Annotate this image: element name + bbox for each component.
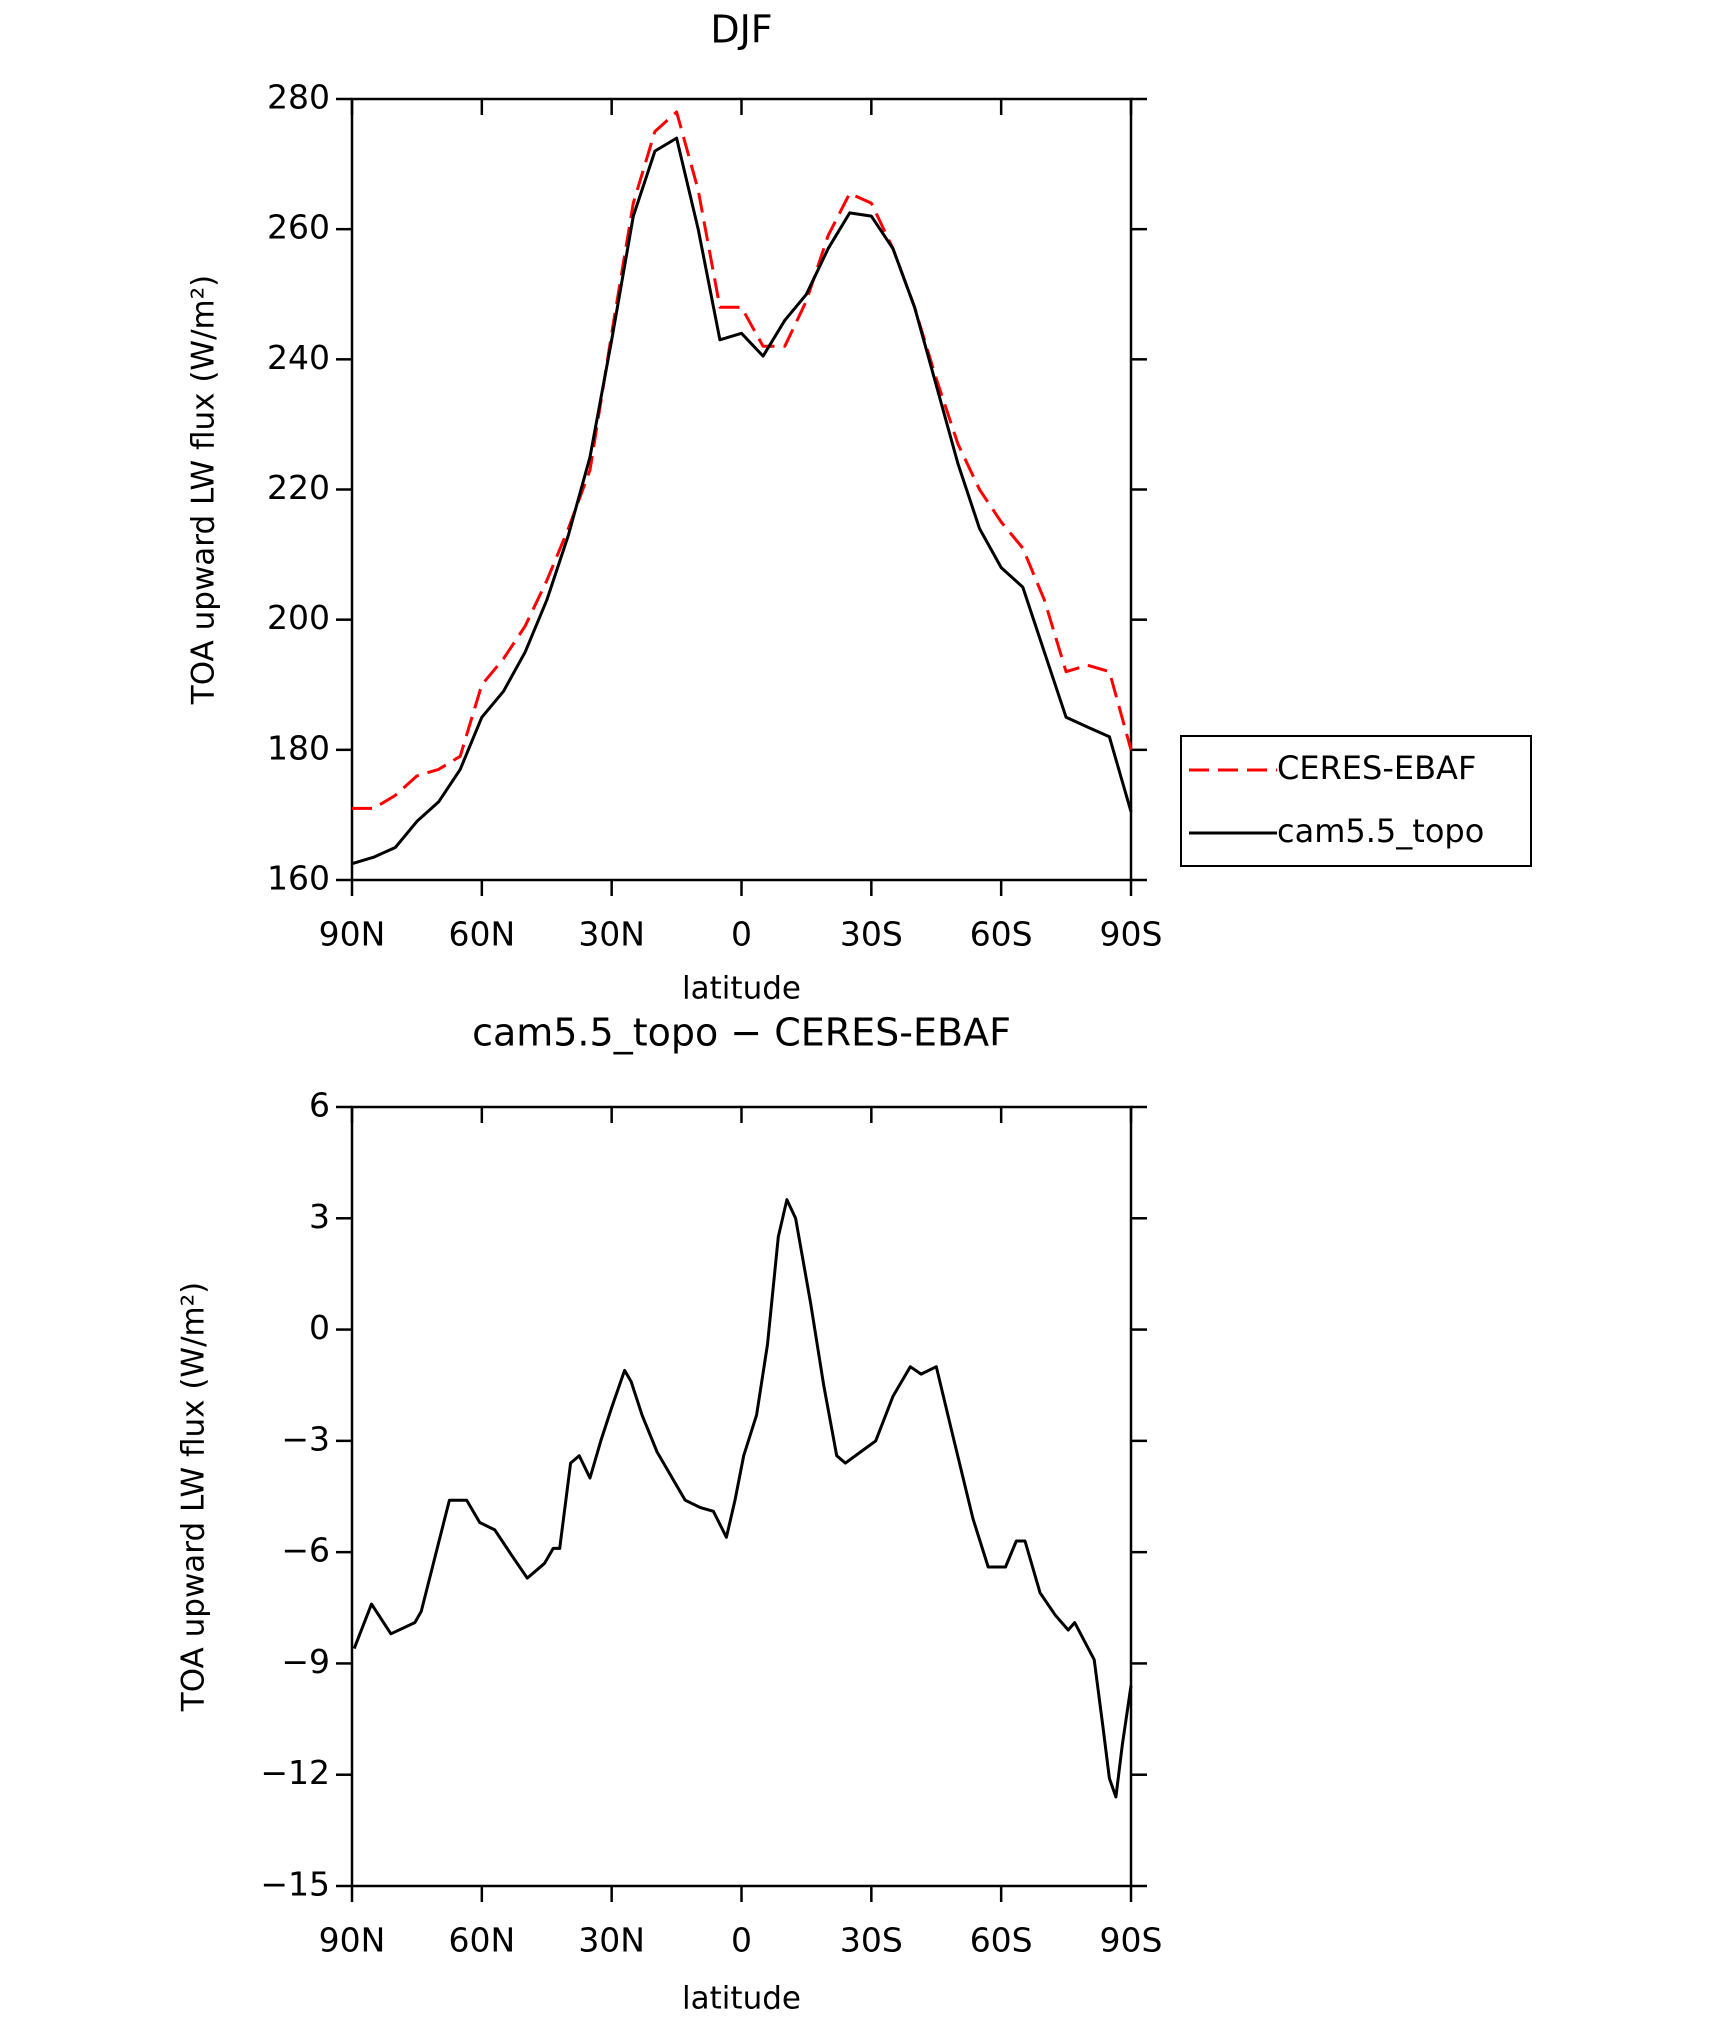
y-tick-label: 280 [267,78,330,117]
legend-box [1180,735,1532,867]
y-tick-label: 200 [267,598,330,637]
x-tick-label: 30N [578,915,645,954]
y-tick-label: −6 [281,1531,330,1570]
y-tick-label: −9 [281,1642,330,1681]
x-tick-label: 30S [840,1921,903,1960]
x-tick-label: 90S [1100,915,1163,954]
x-tick-label: 90N [319,1921,386,1960]
y-tick-label: 180 [267,728,330,767]
y-axis-label: TOA upward LW flux (W/m²) [186,275,222,705]
x-tick-label: 60N [448,1921,515,1960]
plot-frame [350,97,1133,882]
plot-frame [350,1105,1133,1888]
chart-title: DJF [710,8,772,52]
x-tick-label: 60S [970,915,1033,954]
x-tick-label: 0 [731,1921,752,1960]
x-tick-label: 60S [970,1921,1033,1960]
y-tick-label: 160 [267,859,330,898]
x-axis-label: latitude [682,971,801,1007]
legend-label: CERES-EBAF [1277,749,1476,787]
y-axis-label: TOA upward LW flux (W/m²) [176,1282,212,1712]
chart-title: cam5.5_topo − CERES-EBAF [472,1011,1011,1055]
data-line [351,136,1133,866]
y-tick-label: −3 [281,1419,330,1458]
x-tick-label: 0 [731,915,752,954]
y-tick-label: −15 [260,1865,330,1904]
legend-label: cam5.5_topo [1277,812,1484,850]
y-tick-label: 260 [267,208,330,247]
y-tick-label: 6 [309,1086,330,1125]
x-tick-label: 30N [578,1921,645,1960]
data-line [352,1198,1133,1799]
x-tick-label: 60N [448,915,515,954]
y-tick-label: 220 [267,468,330,507]
x-tick-label: 90S [1100,1921,1163,1960]
y-tick-label: 3 [309,1197,330,1236]
x-tick-label: 30S [840,915,903,954]
data-line [352,110,1133,810]
x-tick-label: 90N [319,915,386,954]
y-tick-label: −12 [260,1753,330,1792]
x-axis-label: latitude [682,1981,801,2017]
y-tick-label: 240 [267,338,330,377]
y-tick-label: 0 [309,1308,330,1347]
